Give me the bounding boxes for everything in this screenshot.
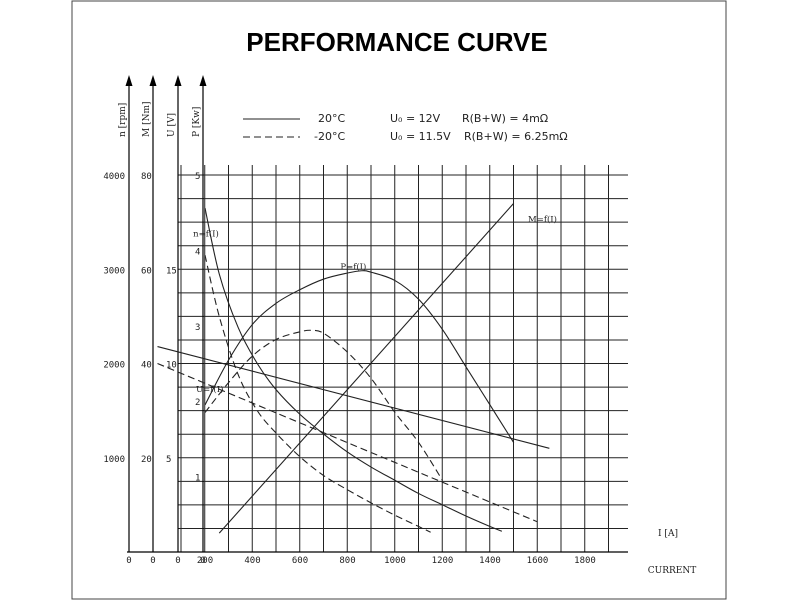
- y-tick-label: 3000: [103, 266, 125, 276]
- y-axis-name: n [rpm]: [118, 103, 128, 137]
- curve-label: M=f(I): [528, 214, 557, 225]
- x-tick-label: 600: [292, 556, 308, 566]
- axis-zero-label: 0: [200, 556, 205, 566]
- y-axis-arrow-icon: [174, 75, 182, 86]
- y-axis-arrow-icon: [125, 75, 133, 86]
- y-tick-label: 1: [195, 474, 200, 484]
- y-tick-label: 2: [195, 398, 200, 408]
- chart-curves: [157, 202, 550, 534]
- page-border: [71, 0, 727, 600]
- x-tick-label: 1800: [574, 556, 596, 566]
- chart-labels: n=f(I) P=f(I) M=f(I) U=f(I): [193, 214, 557, 395]
- axis-zero-label: 0: [126, 556, 131, 566]
- legend-resistance-0: R(B+W) = 4mΩ: [462, 112, 548, 125]
- y-tick-label: 10: [166, 361, 177, 371]
- series-line: [204, 254, 431, 533]
- y-tick-label: 80: [141, 172, 152, 182]
- chart-grid: [178, 165, 628, 553]
- y-axis-name: M [Nm]: [142, 101, 152, 137]
- x-tick-label: 1600: [527, 556, 549, 566]
- legend-temp-1: -20°C: [314, 130, 345, 143]
- series-line: [218, 202, 515, 534]
- y-axis-name: U [V]: [167, 113, 177, 137]
- y-tick-label: 4000: [103, 172, 125, 182]
- chart-title: PERFORMANCE CURVE: [246, 27, 547, 57]
- legend-voltage-1: U₀ = 11.5V: [390, 130, 451, 143]
- y-tick-label: 3: [195, 323, 200, 333]
- y-tick-label: 5: [195, 172, 200, 182]
- legend-voltage-0: U₀ = 12V: [390, 112, 441, 125]
- axis-zero-label: 0: [150, 556, 155, 566]
- x-tick-label: 200: [197, 556, 213, 566]
- y-axis-arrow-icon: [149, 75, 157, 86]
- series-line: [157, 346, 550, 449]
- curve-label: U=f(I): [196, 384, 223, 395]
- x-tick-label: 800: [339, 556, 355, 566]
- legend-temp-0: 20°C: [318, 112, 345, 125]
- series-line: [204, 270, 515, 443]
- curve-label: n=f(I): [193, 228, 219, 239]
- curve-label: P=f(I): [340, 261, 366, 272]
- x-axis-sublabel: CURRENT: [648, 566, 696, 576]
- y-tick-label: 40: [141, 361, 152, 371]
- y-tick-label: 15: [166, 266, 177, 276]
- y-tick-label: 1000: [103, 455, 125, 465]
- series-line: [204, 329, 443, 481]
- series-line: [204, 207, 503, 532]
- y-tick-label: 5: [166, 455, 171, 465]
- axis-zero-label: 0: [175, 556, 180, 566]
- series-line: [157, 362, 538, 523]
- y-tick-label: 20: [141, 455, 152, 465]
- legend-resistance-1: R(B+W) = 6.25mΩ: [464, 130, 568, 143]
- y-tick-label: 2000: [103, 361, 125, 371]
- y-tick-label: 4: [195, 247, 200, 257]
- x-tick-label: 1200: [432, 556, 454, 566]
- x-tick-label: 1000: [384, 556, 406, 566]
- legend: 20°C U₀ = 12V R(B+W) = 4mΩ -20°C U₀ = 11…: [243, 112, 568, 143]
- x-tick-label: 400: [244, 556, 260, 566]
- y-axis-name: P [Kw]: [192, 107, 202, 137]
- x-axis-label: I [A]: [658, 529, 678, 539]
- y-tick-label: 60: [141, 266, 152, 276]
- x-tick-label: 1400: [479, 556, 501, 566]
- y-axis-arrow-icon: [199, 75, 207, 86]
